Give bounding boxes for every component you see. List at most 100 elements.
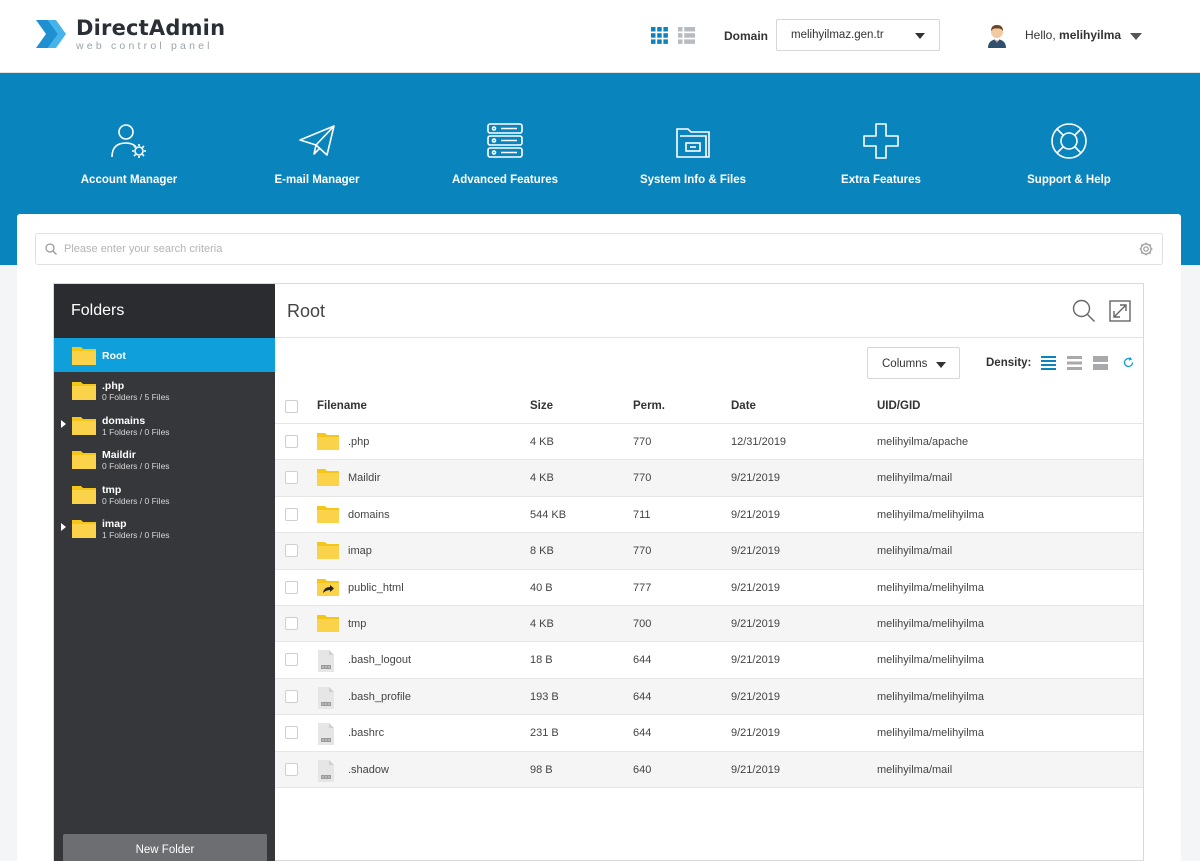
file-perm: 644	[633, 690, 652, 703]
list-view-icon[interactable]	[678, 27, 695, 44]
table-row[interactable]: imap 8 KB 770 9/21/2019 melihyilma/mail	[275, 533, 1143, 570]
col-date[interactable]: Date	[731, 400, 756, 412]
file-name[interactable]: .bash_logout	[348, 654, 411, 667]
search-bar[interactable]: Please enter your search criteria	[35, 233, 1163, 265]
nav-label: Account Manager	[80, 174, 178, 186]
row-checkbox[interactable]	[285, 507, 298, 521]
table-row[interactable]: .shadow 98 B 640 9/21/2019 melihyilma/mail	[275, 751, 1143, 788]
new-folder-button[interactable]: New Folder	[63, 834, 267, 861]
row-checkbox[interactable]	[285, 435, 298, 448]
density-medium-icon[interactable]	[1067, 356, 1082, 370]
folder-icon	[72, 449, 96, 474]
table-row[interactable]: .php 4 KB 770 12/31/2019 melihyilma/apache	[275, 424, 1143, 461]
table-row[interactable]: tmp 4 KB 700 9/21/2019 melihyilma/melihyilma	[275, 606, 1143, 643]
file-perm: 711	[633, 508, 651, 521]
row-checkbox[interactable]	[285, 617, 298, 630]
file-name[interactable]: .shadow	[348, 763, 389, 776]
sidebar-folder[interactable]: Maildir 0 Folders / 0 Files	[54, 442, 275, 476]
brand-tagline: web control panel	[76, 39, 213, 52]
row-checkbox[interactable]	[285, 689, 298, 703]
file-perm: 644	[633, 727, 652, 740]
row-checkbox[interactable]	[285, 544, 298, 558]
columns-dropdown[interactable]: Columns	[867, 347, 960, 379]
folder-icon	[317, 505, 339, 528]
density-large-icon[interactable]	[1093, 356, 1108, 370]
search-input[interactable]: Please enter your search criteria	[64, 243, 223, 255]
file-name[interactable]: .bashrc	[348, 727, 385, 740]
folder-icon	[317, 614, 339, 637]
file-name[interactable]: .bash_profile	[348, 690, 411, 703]
row-checkbox[interactable]	[285, 471, 298, 485]
density-switcher	[1041, 356, 1108, 370]
file-uid-gid: melihyilma/mail	[877, 472, 953, 485]
row-checkbox[interactable]	[285, 653, 298, 667]
nav-account-manager[interactable]: Account Manager	[44, 121, 214, 186]
file-size: 8 KB	[530, 545, 554, 558]
columns-label: Columns	[882, 358, 928, 370]
row-checkbox[interactable]	[285, 580, 298, 594]
domain-select[interactable]: melihyilmaz.gen.tr	[776, 19, 940, 51]
file-name[interactable]: Maildir	[348, 472, 381, 485]
expand-icon[interactable]	[1109, 300, 1131, 322]
grid-view-icon[interactable]	[651, 27, 668, 44]
folder-name: .php	[102, 380, 125, 392]
file-list-panel: Root Columns Density:	[275, 284, 1143, 861]
file-date: 9/21/2019	[731, 472, 780, 485]
col-uid-gid[interactable]: UID/GID	[877, 400, 921, 412]
col-size[interactable]: Size	[530, 400, 554, 412]
nav-label: Extra Features	[841, 174, 921, 186]
file-perm: 770	[633, 545, 652, 558]
plus-icon	[863, 123, 899, 159]
file-uid-gid: melihyilma/mail	[877, 763, 953, 776]
file-size: 193 B	[530, 690, 559, 703]
file-uid-gid: melihyilma/mail	[877, 545, 953, 558]
table-row[interactable]: .bashrc 231 B 644 9/21/2019 melihyilma/melih…	[275, 715, 1143, 752]
row-checkbox[interactable]	[285, 762, 298, 776]
table-row[interactable]: domains 544 KB 711 9/21/2019 melihyilma/meli…	[275, 497, 1143, 534]
table-row[interactable]: .bash_profile 193 B 644 9/21/2019 melihyilma…	[275, 678, 1143, 716]
row-checkbox[interactable]	[285, 726, 298, 740]
nav-label: Advanced Features	[451, 174, 559, 186]
nav-email-manager[interactable]: E-mail Manager	[232, 121, 402, 186]
refresh-icon[interactable]	[1123, 357, 1134, 368]
user-menu[interactable]: Hello, melihyilma	[985, 22, 1143, 48]
sidebar-folder[interactable]: domains 1 Folders / 0 Files	[54, 408, 275, 442]
file-name[interactable]: domains	[348, 508, 390, 521]
folder-meta: 0 Folders / 0 Files	[102, 496, 170, 506]
nav-advanced-features[interactable]: Advanced Features	[420, 121, 590, 186]
file-date: 9/21/2019	[731, 654, 780, 667]
top-header: DirectAdmin web control panel Domain mel…	[0, 0, 1200, 73]
folder-icon	[72, 415, 96, 440]
table-row[interactable]: public_html 40 B 777 9/21/2019 melihyilma/me…	[275, 570, 1143, 606]
file-name[interactable]: public_html	[348, 581, 404, 594]
table-row[interactable]: Maildir 4 KB 770 9/21/2019 melihyilma/mail	[275, 460, 1143, 497]
table-row[interactable]: .bash_logout 18 B 644 9/21/2019 melihyilma/m…	[275, 642, 1143, 679]
select-all-checkbox[interactable]	[285, 400, 298, 413]
col-perm[interactable]: Perm.	[633, 400, 665, 412]
col-filename[interactable]: Filename	[317, 400, 367, 412]
file-name[interactable]: .php	[348, 436, 370, 448]
nav-extra-features[interactable]: Extra Features	[796, 121, 966, 186]
logo[interactable]: DirectAdmin web control panel	[34, 16, 225, 52]
file-uid-gid: melihyilma/melihyilma	[877, 581, 984, 594]
density-compact-icon[interactable]	[1041, 356, 1056, 370]
sidebar-folder[interactable]: imap 1 Folders / 0 Files	[54, 511, 275, 545]
folder-icon	[317, 541, 339, 564]
expand-arrow-icon[interactable]	[61, 523, 66, 531]
file-perm: 770	[633, 436, 652, 448]
expand-arrow-icon[interactable]	[61, 420, 66, 428]
gear-icon[interactable]	[1139, 242, 1153, 256]
nav-system-info-files[interactable]: System Info & Files	[608, 121, 778, 186]
nav-support-help[interactable]: Support & Help	[984, 121, 1154, 186]
brand-name: DirectAdmin	[76, 15, 226, 40]
file-perm: 777	[633, 581, 652, 594]
file-uid-gid: melihyilma/melihyilma	[877, 618, 984, 630]
sidebar-folder[interactable]: Root	[54, 338, 275, 372]
sidebar-folder[interactable]: tmp 0 Folders / 0 Files	[54, 477, 275, 511]
file-size: 231 B	[530, 727, 559, 740]
sidebar-folder[interactable]: .php 0 Folders / 5 Files	[54, 373, 275, 407]
file-name[interactable]: tmp	[348, 618, 367, 630]
file-name[interactable]: imap	[348, 545, 372, 558]
file-manager: Folders Root .php 0 Folders / 5 Files domai…	[53, 283, 1144, 861]
search-icon[interactable]	[1072, 299, 1096, 323]
